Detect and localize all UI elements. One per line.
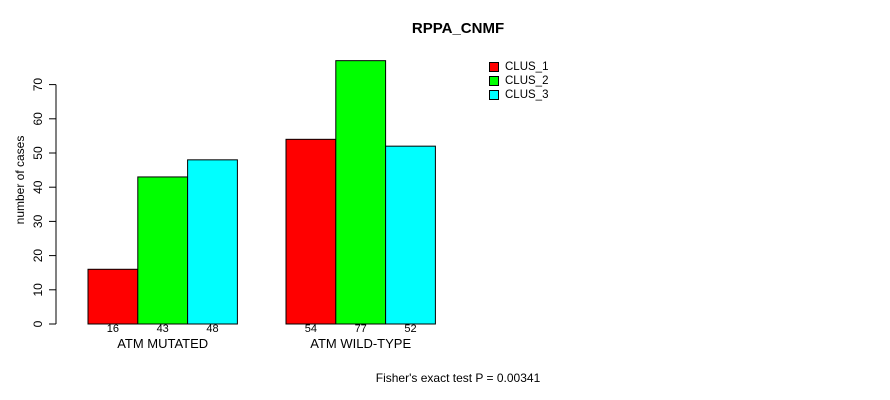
bar-value-label: 16 — [107, 323, 119, 335]
y-axis-tick-label: 20 — [31, 249, 45, 263]
bar-value-label: 52 — [404, 323, 416, 335]
bar-value-label: 54 — [305, 323, 317, 335]
y-axis-tick-label: 70 — [31, 78, 45, 92]
legend-swatch-clus_1 — [489, 62, 499, 72]
y-axis-tick-label: 50 — [31, 146, 45, 160]
legend-swatch-clus_3 — [489, 90, 499, 100]
bar-clus_3-group1 — [187, 159, 238, 325]
y-axis-tick-label: 0 — [31, 320, 45, 327]
bar-clus_1-group1 — [87, 268, 139, 325]
legend-label: CLUS_1 — [505, 61, 549, 73]
legend-swatch-clus_2 — [489, 76, 499, 86]
bar-clus_3-group2 — [385, 145, 436, 325]
x-axis-category-label: ATM MUTATED — [117, 336, 208, 351]
legend-item: CLUS_2 — [489, 74, 548, 88]
x-axis-category-label: ATM WILD-TYPE — [310, 336, 411, 351]
bar-value-label: 43 — [157, 323, 169, 335]
y-axis-tick-label: 40 — [31, 180, 45, 194]
chart-title: RPPA_CNMF — [411, 20, 505, 37]
legend-item: CLUS_1 — [489, 60, 548, 74]
legend-label: CLUS_2 — [505, 75, 549, 87]
y-axis-tick-label: 60 — [31, 112, 45, 126]
legend: CLUS_1 CLUS_2 CLUS_3 — [489, 60, 548, 102]
legend-label: CLUS_3 — [505, 89, 549, 101]
bar-clus_2-group1 — [137, 176, 189, 325]
bar-value-label: 48 — [206, 323, 218, 335]
y-axis-tick-label: 10 — [31, 283, 45, 297]
bar-clus_2-group2 — [335, 60, 387, 325]
annotation-text: Fisher's exact test P = 0.00341 — [375, 371, 541, 385]
y-axis-tick-label: 30 — [31, 214, 45, 228]
bar-clus_1-group2 — [285, 138, 337, 325]
legend-item: CLUS_3 — [489, 88, 548, 102]
bar-value-label: 77 — [355, 323, 367, 335]
